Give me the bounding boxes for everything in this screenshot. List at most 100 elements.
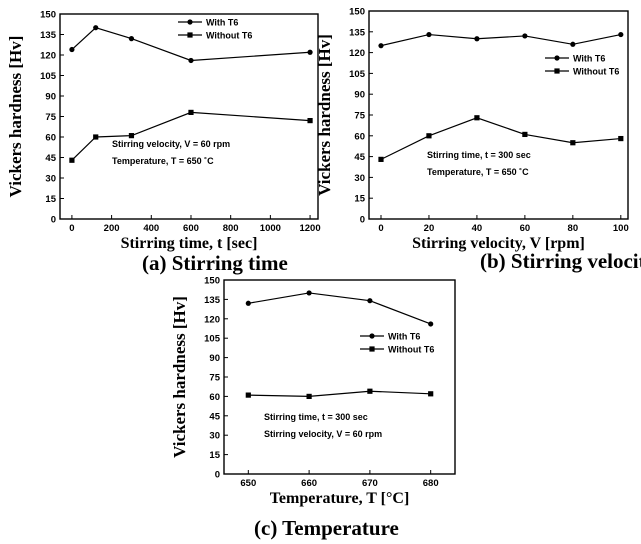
annotation-text: Stirring time, t = 300 sec (427, 150, 531, 160)
y-tick-label: 30 (45, 174, 56, 185)
panel-caption: (b) Stirring velocity (480, 249, 641, 273)
x-tick-label: 20 (424, 223, 435, 234)
y-tick-label: 0 (360, 215, 365, 226)
y-tick-label: 105 (204, 334, 221, 345)
legend-label: Without T6 (388, 345, 434, 355)
x-tick-label: 400 (143, 223, 159, 234)
y-tick-label: 135 (349, 27, 366, 38)
x-axis-label: Temperature, T [°C] (270, 490, 410, 507)
y-tick-label: 30 (209, 431, 220, 442)
data-point (378, 156, 384, 162)
y-tick-label: 120 (204, 314, 220, 325)
data-point (367, 388, 373, 394)
y-tick-label: 120 (40, 51, 56, 62)
x-tick-label: 0 (378, 223, 383, 234)
data-point (428, 391, 434, 397)
x-tick-label: 0 (69, 223, 74, 234)
data-point (426, 31, 432, 38)
y-tick-label: 105 (349, 69, 366, 80)
x-tick-label: 800 (223, 223, 239, 234)
y-tick-label: 135 (204, 295, 221, 306)
x-tick-label: 100 (613, 223, 629, 234)
y-tick-label: 0 (215, 470, 220, 481)
data-point (618, 31, 624, 38)
plot-frame (368, 10, 629, 220)
data-point (428, 321, 434, 327)
x-tick-label: 600 (183, 223, 199, 234)
y-axis-label: Vickers hardness [Hv] (315, 34, 334, 196)
y-tick-label: 105 (40, 71, 57, 82)
y-tick-label: 75 (209, 373, 220, 384)
legend-label: Without T6 (206, 31, 252, 41)
x-tick-label: 200 (104, 223, 120, 234)
panel-caption: (a) Stirring time (142, 251, 288, 275)
data-point (93, 25, 99, 31)
data-point (474, 115, 480, 121)
legend-marker (369, 346, 375, 352)
annotation-text: Stirring time, t = 300 sec (264, 412, 368, 422)
series-line-without-t6 (71, 111, 311, 161)
y-tick-label: 135 (40, 30, 57, 41)
x-tick-label: 680 (423, 478, 439, 489)
series-line-with-t6 (248, 292, 431, 325)
annotation-text: Stirring velocity, V = 60 rpm (264, 429, 382, 439)
plot-frame (59, 13, 319, 220)
panel-caption: (c) Temperature (254, 516, 399, 540)
y-tick-label: 60 (354, 131, 365, 142)
y-tick-label: 150 (204, 276, 220, 287)
data-point (188, 57, 194, 64)
y-tick-label: 90 (209, 353, 220, 364)
y-tick-label: 75 (354, 111, 365, 122)
x-tick-label: 1200 (299, 223, 320, 234)
legend-marker (554, 68, 560, 74)
chart-panel-b: 0 15 30 45 60 75 90 105 120 135 150 0 20 40 60 80 100 Vic… (315, 7, 629, 253)
legend-marker (187, 19, 193, 25)
data-point (69, 46, 75, 53)
chart-panel-a: 0 15 30 45 60 75 90 105 120 135 150 0 200 400 600 800 10… (6, 10, 321, 253)
data-point (307, 118, 313, 124)
y-tick-label: 60 (45, 133, 56, 144)
y-tick-label: 15 (209, 450, 220, 461)
legend-marker (369, 333, 375, 339)
legend-label: With T6 (388, 332, 420, 342)
y-tick-label: 15 (45, 194, 56, 205)
series-line-without-t6 (380, 117, 621, 160)
plot-frame (223, 279, 456, 475)
y-axis-label: Vickers hardness [Hv] (6, 36, 25, 198)
data-point (307, 49, 313, 55)
data-point (306, 393, 312, 399)
x-tick-label: 60 (520, 223, 531, 234)
x-tick-label: 670 (362, 478, 378, 489)
legend-marker (187, 32, 193, 38)
y-axis-label: Vickers hardness [Hv] (170, 296, 189, 458)
y-tick-label: 150 (349, 7, 365, 18)
data-point (570, 41, 576, 47)
x-axis-label: Stirring velocity, V [rpm] (412, 235, 585, 252)
data-point (570, 140, 576, 146)
chart-panel-c: 0 15 30 45 60 75 90 105 120 135 150 650 660 670 680 Vic… (170, 276, 456, 507)
data-point (245, 300, 251, 306)
data-point (426, 133, 432, 139)
y-tick-label: 150 (40, 10, 56, 21)
x-tick-label: 1000 (260, 223, 281, 234)
data-point (618, 135, 624, 142)
y-tick-label: 75 (45, 112, 56, 123)
data-point (245, 392, 251, 398)
y-tick-label: 90 (45, 92, 56, 103)
x-axis-label: Stirring time, t [sec] (121, 235, 258, 252)
data-point (188, 109, 194, 115)
x-tick-label: 40 (472, 223, 483, 234)
y-tick-label: 30 (354, 173, 365, 184)
data-point (306, 290, 312, 296)
data-point (128, 133, 135, 139)
legend-label: With T6 (573, 54, 605, 64)
y-tick-label: 45 (209, 411, 220, 422)
annotation-text: Temperature, T = 650 ˚C (112, 156, 214, 166)
data-point (522, 131, 528, 138)
y-tick-label: 45 (354, 152, 365, 163)
series-line-without-t6 (248, 390, 431, 398)
y-tick-label: 60 (209, 392, 220, 403)
data-point (522, 33, 528, 39)
series-line-with-t6 (380, 33, 621, 47)
